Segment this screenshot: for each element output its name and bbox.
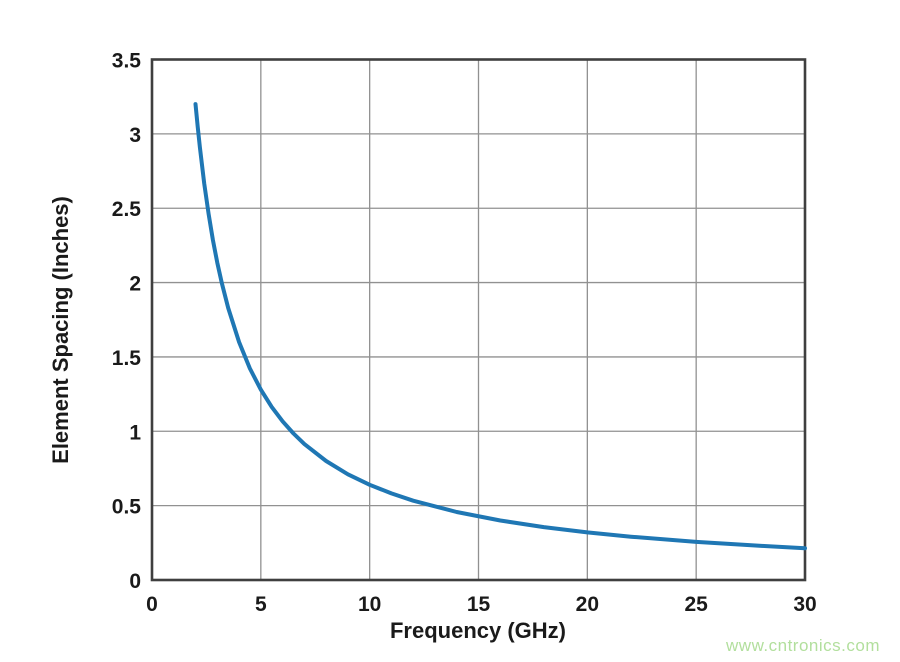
y-tick-3: 3 xyxy=(129,124,141,147)
x-axis-label: Frequency (GHz) xyxy=(390,618,566,643)
y-tick-3.5: 3.5 xyxy=(112,50,142,73)
y-tick-2.5: 2.5 xyxy=(112,198,142,221)
x-tick-15: 15 xyxy=(467,593,491,616)
y-tick-1.5: 1.5 xyxy=(112,347,142,370)
x-tick-10: 10 xyxy=(358,593,381,616)
x-tick-labels: 0 5 10 15 20 25 30 xyxy=(146,593,817,616)
x-tick-30: 30 xyxy=(793,593,816,616)
x-tick-25: 25 xyxy=(684,593,708,616)
y-tick-2: 2 xyxy=(129,273,141,296)
x-tick-5: 5 xyxy=(255,593,267,616)
plot-border xyxy=(150,58,807,582)
x-tick-20: 20 xyxy=(576,593,599,616)
y-tick-1: 1 xyxy=(129,421,141,444)
x-tick-0: 0 xyxy=(146,593,158,616)
watermark: www.cntronics.com xyxy=(726,636,880,655)
y-tick-0.5: 0.5 xyxy=(112,496,142,519)
gridlines xyxy=(152,59,805,580)
y-tick-labels: 0 0.5 1 1.5 2 2.5 3 3.5 xyxy=(112,50,142,594)
y-axis-label: Element Spacing (Inches) xyxy=(48,196,73,464)
spacing-curve xyxy=(193,102,807,551)
y-tick-0: 0 xyxy=(129,570,141,593)
